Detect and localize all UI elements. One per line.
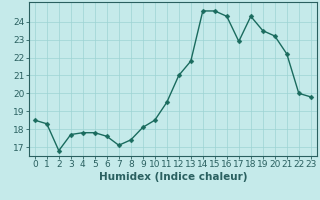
X-axis label: Humidex (Indice chaleur): Humidex (Indice chaleur) — [99, 172, 247, 182]
